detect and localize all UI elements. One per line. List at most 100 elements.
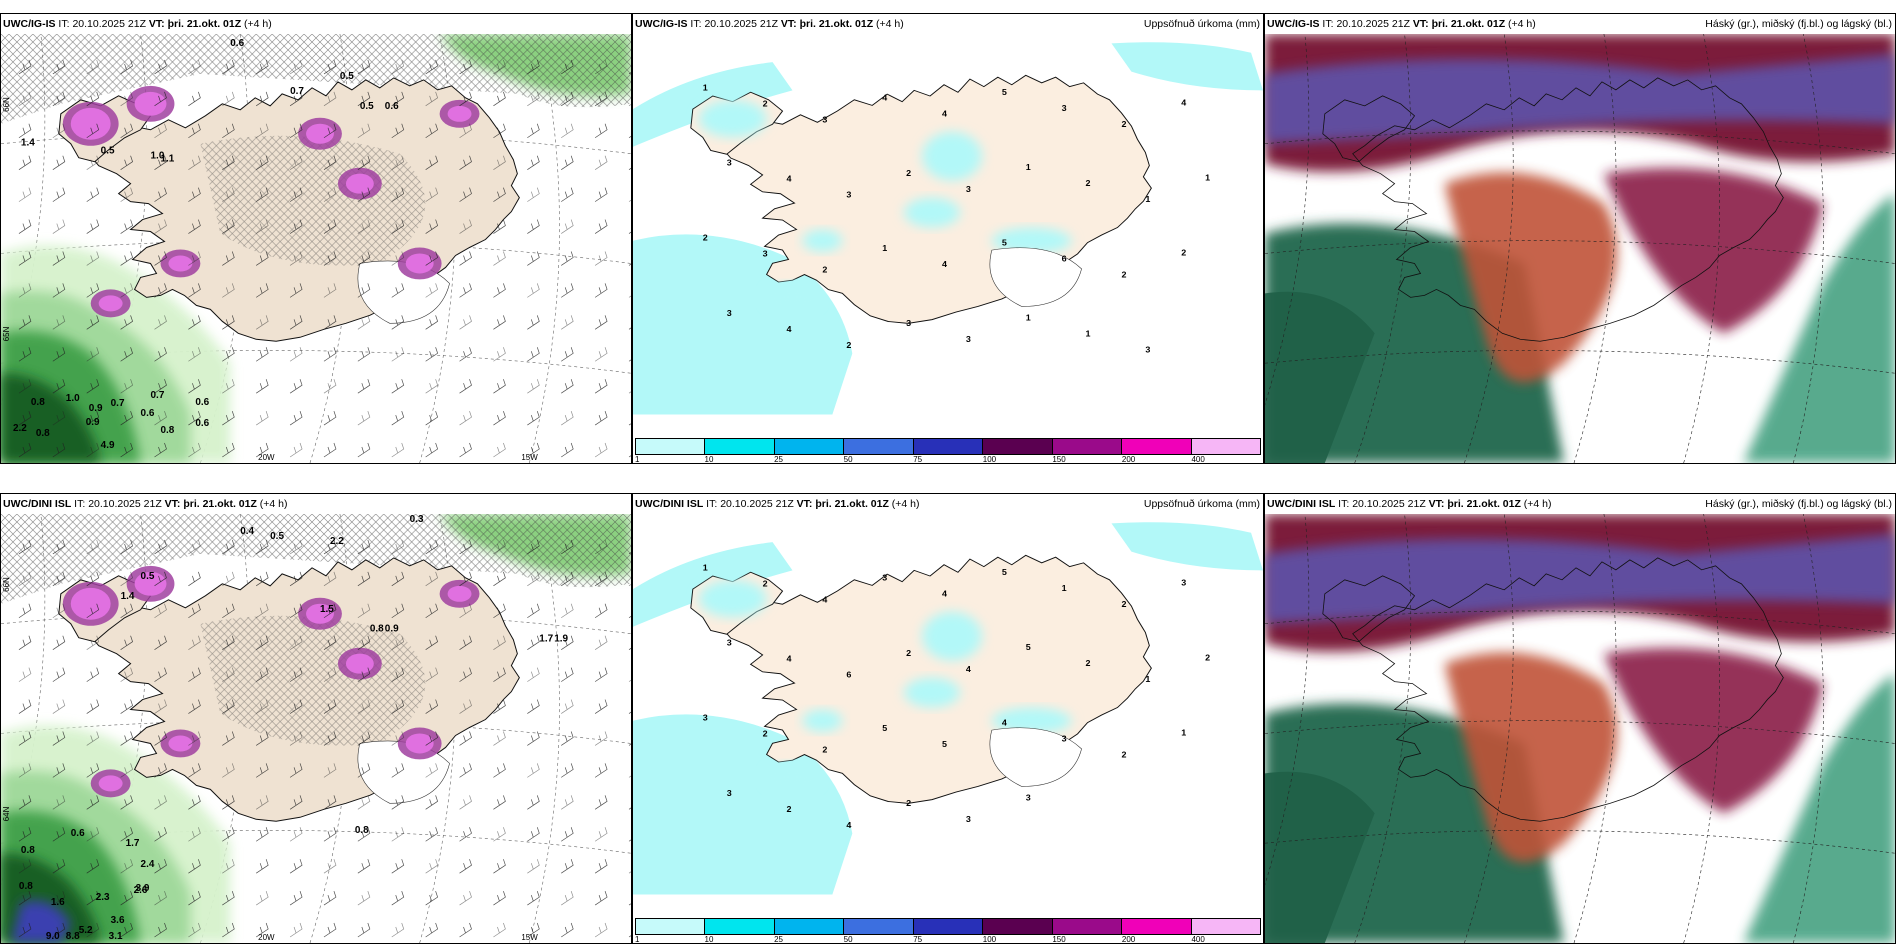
rain-rate-label: 1.0 [66,393,80,404]
model-name: UWC/DINI ISL [1267,498,1336,510]
rain-rate-label: 0.7 [290,86,304,97]
panel-header: UWC/IG-IS IT: 20.10.2025 21Z VT: þri. 21… [633,14,1263,34]
precip-amount-label: 2 [906,798,911,808]
lead-time: (+4 h) [1508,18,1536,30]
precip-amount-label: 1 [1145,674,1150,684]
panel-dini-wind: UWC/DINI ISL IT: 20.10.2025 21Z VT: þri.… [0,493,632,944]
colorbar-tick: 1 [635,455,640,464]
precip-amount-label: 2 [1086,658,1091,668]
precip-amount-label: 1 [1181,728,1186,738]
colorbar-tick: 10 [704,935,714,944]
model-name: UWC/DINI ISL [635,498,704,510]
rain-rate-label: 5.2 [79,925,93,936]
colorbar-tick: 150 [1052,935,1066,944]
precip-amount-label: 2 [906,168,911,178]
precip-amount-label: 3 [763,249,768,259]
panel-ig-is-precip: UWC/IG-IS IT: 20.10.2025 21Z VT: þri. 21… [632,13,1264,464]
colorbar-swatch [774,919,845,934]
colorbar-tick: 100 [982,935,997,944]
precip-amount-label: 1 [1086,329,1091,339]
panel-title: Háský (gr.), miðský (fj.bl.) og lágský (… [1705,18,1892,30]
valid-time: þri. 21.okt. 01Z [183,498,257,510]
precip-amount-label: 1 [703,563,708,573]
colorbar-tick: 400 [1191,455,1205,464]
rain-rate-label: 0.8 [370,624,384,635]
precip-amount-label: 2 [822,265,827,275]
rain-rate-label: 1.0 [151,151,165,162]
lead-time: (+4 h) [244,18,272,30]
precip-amount-label: 5 [1002,238,1007,248]
colorbar-swatch [983,439,1053,454]
precip-amount-label: 1 [1026,313,1031,323]
colorbar-tick: 50 [843,935,853,944]
colorbar-swatch [1052,919,1123,934]
colorbar-swatch [636,919,706,934]
valid-time: þri. 21.okt. 01Z [1431,18,1506,30]
precip-amount-label: 2 [1121,270,1126,280]
model-name: UWC/DINI ISL [3,498,72,510]
precip-amount-label: 3 [966,334,971,344]
colorbar-swatch [844,439,914,454]
panel-header: UWC/DINI ISL IT: 20.10.2025 21Z VT: þri.… [633,494,1263,514]
initial-time: 20.10.2025 21Z [1352,498,1426,510]
rain-rate-label: 1.6 [51,897,65,908]
precip-amount-label: 5 [1002,567,1007,577]
panel-header: UWC/IG-IS IT: 20.10.2025 21Z VT: þri. 21… [1,14,631,34]
colorbar-tick: 200 [1121,935,1136,944]
rain-rate-label: 0.7 [111,398,125,409]
rain-rate-label: 3.1 [109,931,123,942]
precip-amount-label: 3 [727,308,732,318]
colorbar-swatch [1122,919,1192,934]
precip-amount-label: 3 [822,115,827,125]
precip-amount-label: 1 [1026,162,1031,172]
precip-amount-label: 2 [763,99,768,109]
precip-amount-label: 2 [787,804,792,814]
precip-amount-label: 3 [727,788,732,798]
colorbar-tick: 150 [1052,455,1066,464]
valid-time: þri. 21.okt. 01Z [815,498,889,510]
rain-rate-label: 0.6 [195,397,209,408]
colorbar-tick: 400 [1191,935,1205,944]
initial-time: 20.10.2025 21Z [720,498,794,510]
rain-rate-label: 2.2 [330,536,344,547]
cloud-map [1265,34,1895,463]
precip-amount-label: 3 [1181,578,1186,588]
panel-title: Háský (gr.), miðský (fj.bl.) og lágský (… [1705,498,1892,510]
initial-time: 20.10.2025 21Z [88,498,162,510]
rain-rate-label: 0.8 [160,425,174,436]
panel-header: UWC/DINI ISL IT: 20.10.2025 21Z VT: þri.… [1,494,631,514]
precip-amount-label: 3 [1062,103,1067,113]
precip-amount-label: 1 [882,243,887,253]
colorbar-swatch [705,919,775,934]
panel-title: Uppsöfnuð úrkoma (mm) [1143,18,1260,30]
latitude-label: 66N [2,577,11,592]
rain-rate-label: 1.7 [539,634,553,645]
precip-colorbar: 1 10 25 50 75 100 150 200 400 [633,918,1263,943]
colorbar-swatch [705,439,775,454]
precip-amount-label: 3 [1026,793,1031,803]
precip-amount-label: 2 [763,579,768,589]
rain-rate-label: 0.4 [240,526,254,537]
colorbar-swatch [844,919,914,934]
rain-rate-label: 0.8 [355,825,369,836]
rain-rate-label: 0.7 [151,390,165,401]
colorbar-swatch [913,919,984,934]
rain-rate-label: 0.8 [19,881,33,892]
precip-amount-label: 2 [1086,178,1091,188]
precip-map: 1 2 3 4 4 5 3 2 4 3 4 3 2 3 1 2 1 1 2 3 2 1 4 5 6 2 2 3 4 2 3 3 1 1 3 [633,34,1263,438]
colorbar-swatch [774,439,845,454]
colorbar-swatch [1052,439,1123,454]
latitude-label: 66N [2,97,11,112]
precip-amount-label: 3 [846,190,851,200]
rain-rate-label: 0.8 [21,845,35,856]
precip-amount-label: 3 [727,158,732,168]
precip-amount-label: 3 [727,638,732,648]
precip-amount-label: 2 [906,648,911,658]
longitude-label: 15W [521,453,538,462]
panel-ig-is-cloud: UWC/IG-IS IT: 20.10.2025 21Z VT: þri. 21… [1264,13,1896,464]
precip-amount-label: 2 [1121,599,1126,609]
colorbar-swatch [1191,439,1260,454]
cloud-map [1265,514,1895,943]
rain-rate-label: 0.3 [410,514,424,525]
precip-amount-label: 4 [787,654,792,664]
